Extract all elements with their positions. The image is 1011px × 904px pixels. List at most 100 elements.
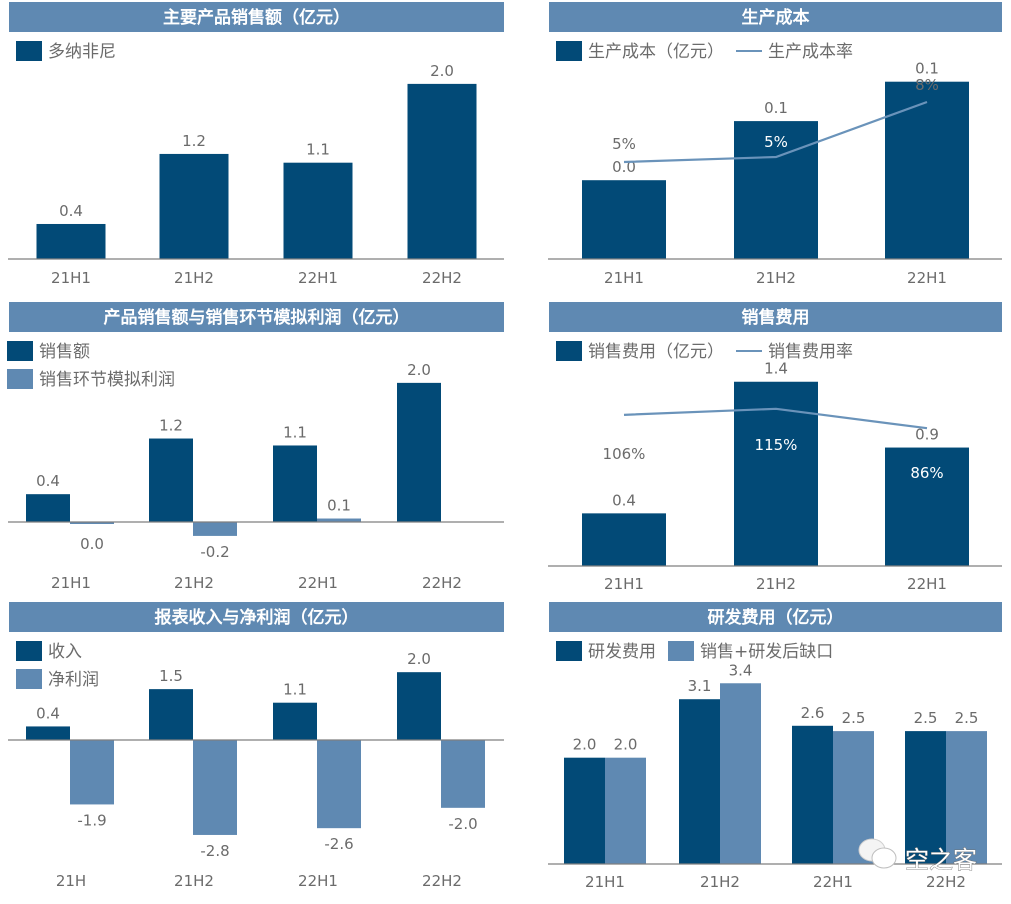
chart-title-bar [9, 302, 504, 332]
data-label: 2.6 [801, 704, 825, 722]
bar-多纳非尼 [159, 153, 229, 259]
x-tick-label: 21H [56, 872, 86, 890]
data-label: 0.1 [915, 60, 939, 78]
chart-title-bar [9, 602, 504, 632]
legend-item: 多纳非尼 [16, 41, 116, 62]
chart-main-product-sales: 主要产品销售额（亿元） 多纳非尼 0.4 1.2 1.1 2.0 21H1 21H2 22H1 2… [8, 2, 504, 287]
bar-销售+研发后缺口 [720, 683, 761, 864]
data-label: 1.1 [283, 423, 307, 441]
legend-label: 销售环节模拟利润 [39, 370, 175, 390]
bar-销售+研发后缺口 [605, 757, 646, 864]
bar-销售额 [397, 382, 441, 522]
x-tick-label: 22H2 [422, 872, 462, 890]
legend-item: 销售+研发后缺口 [668, 641, 833, 662]
bar-销售额 [149, 438, 193, 522]
bar-销售额 [26, 494, 70, 522]
data-label: 1.4 [764, 360, 788, 378]
bar-销售费用（亿元） [885, 447, 969, 566]
data-label: 0.4 [36, 704, 60, 722]
data-label: 1.2 [182, 132, 206, 150]
legend-item: 生产成本（亿元） [556, 41, 724, 62]
data-label: -2.8 [200, 842, 229, 860]
chart-title-bar [549, 602, 1002, 632]
x-tick-label: 21H2 [756, 269, 796, 287]
x-tick-label: 22H1 [298, 872, 338, 890]
chart-rd-expense: 研发费用（亿元） 研发费用 销售+研发后缺口 2.0 3.1 2.6 2.5 2.0 3.4 2.… [548, 602, 1002, 891]
line-销售费用率 [623, 407, 928, 430]
x-tick-label: 21H2 [700, 873, 740, 891]
line-data-label: 8% [915, 76, 939, 94]
chart-title: 生产成本 [742, 7, 810, 28]
x-tick-label: 21H2 [174, 872, 214, 890]
x-tick-label: 21H1 [51, 269, 91, 287]
bar-研发费用 [679, 699, 720, 864]
data-label: 1.2 [159, 417, 183, 435]
legend-item: 净利润 [16, 669, 99, 690]
x-tick-label: 22H1 [813, 873, 853, 891]
line-data-label: 5% [764, 133, 788, 151]
legend-item: 收入 [16, 641, 82, 662]
x-tick-label: 21H1 [51, 574, 91, 592]
data-label: -2.0 [448, 815, 477, 833]
bar-多纳非尼 [283, 162, 353, 259]
legend-swatch [16, 669, 42, 689]
x-tick-label: 21H2 [756, 575, 796, 593]
bar-收入 [273, 702, 317, 740]
data-label: 2.0 [614, 736, 638, 754]
bar-销售环节模拟利润 [193, 522, 237, 536]
bar-生产成本（亿元） [582, 180, 666, 259]
data-label: 2.0 [430, 62, 454, 80]
legend-label: 销售费用（亿元） [588, 342, 724, 362]
x-tick-label: 21H2 [174, 269, 214, 287]
bar-销售环节模拟利润 [317, 518, 361, 522]
data-label: 0.9 [915, 426, 939, 444]
watermark: 空之客 [858, 838, 977, 874]
chart-title-bar [549, 302, 1002, 332]
bar-销售费用（亿元） [582, 513, 666, 566]
bar-生产成本（亿元） [885, 81, 969, 259]
bar-销售环节模拟利润 [70, 522, 114, 524]
line-生产成本率 [623, 100, 928, 164]
data-label: 2.5 [842, 709, 866, 727]
bar-多纳非尼 [36, 223, 106, 259]
bar-净利润 [441, 740, 485, 808]
line-data-label: 115% [755, 436, 798, 454]
legend-item: 销售费用（亿元） [556, 341, 724, 362]
legend-item: 生产成本率 [736, 42, 853, 62]
bar-净利润 [70, 740, 114, 805]
data-label: 2.0 [407, 361, 431, 379]
legend-label: 多纳非尼 [48, 42, 116, 62]
x-tick-label: 21H2 [174, 574, 214, 592]
bar-研发费用 [792, 725, 833, 864]
data-label: 2.5 [914, 709, 938, 727]
legend-item: 销售环节模拟利润 [7, 369, 175, 390]
bar-净利润 [317, 740, 361, 829]
legend-label: 生产成本（亿元） [588, 42, 724, 62]
legend-swatch [556, 641, 582, 661]
data-label: 2.0 [407, 650, 431, 668]
data-label: -1.9 [77, 811, 106, 829]
chart-title-bar [549, 2, 1002, 32]
data-label: 0.4 [36, 472, 60, 490]
legend-label: 净利润 [48, 670, 99, 690]
legend-swatch [16, 641, 42, 661]
x-tick-label: 22H1 [298, 269, 338, 287]
legend-item: 销售费用率 [736, 342, 853, 362]
chart-title: 主要产品销售额（亿元） [163, 7, 350, 28]
data-label: 2.5 [955, 709, 979, 727]
chart-title: 研发费用（亿元） [708, 607, 844, 628]
line-data-label: 86% [910, 464, 943, 482]
chart-title: 报表收入与净利润（亿元） [155, 607, 359, 628]
legend-label: 销售额 [39, 342, 90, 362]
legend-item: 销售额 [7, 341, 90, 362]
data-label: 0.0 [80, 535, 104, 553]
data-label: 0.1 [327, 497, 351, 515]
x-tick-label: 22H2 [926, 873, 966, 891]
data-label: 0.4 [59, 202, 83, 220]
data-label: 3.1 [688, 677, 712, 695]
